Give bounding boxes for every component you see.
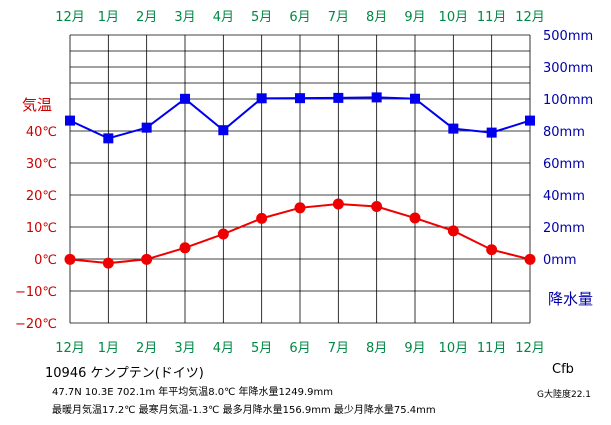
month-label-top: 6月 bbox=[289, 10, 310, 25]
precipitation-point bbox=[180, 93, 190, 104]
month-label-top: 10月 bbox=[439, 10, 469, 25]
temperature-point bbox=[447, 225, 459, 237]
month-label-top: 7月 bbox=[328, 10, 349, 25]
station-stats-line2: 最暖月気温17.2℃ 最寒月気温-1.3℃ 最多月降水量156.9mm 最少月降… bbox=[52, 405, 436, 416]
precipitation-tick: 0mm bbox=[543, 253, 577, 268]
temperature-tick: 10℃ bbox=[26, 221, 57, 236]
precipitation-tick: 20mm bbox=[543, 221, 585, 236]
precipitation-tick: 300mm bbox=[543, 61, 593, 76]
month-label-bottom: 9月 bbox=[404, 341, 425, 356]
precipitation-tick: 60mm bbox=[543, 157, 585, 172]
month-label-top: 1月 bbox=[98, 10, 119, 25]
month-label-top: 2月 bbox=[136, 10, 157, 25]
temperature-tick: −20℃ bbox=[15, 317, 57, 332]
month-label-bottom: 12月 bbox=[515, 341, 545, 356]
month-label-bottom: 12月 bbox=[55, 341, 85, 356]
precipitation-tick: 500mm bbox=[543, 29, 593, 44]
precipitation-point bbox=[295, 93, 305, 104]
temperature-point bbox=[524, 253, 536, 265]
month-label-top: 3月 bbox=[174, 10, 195, 25]
precipitation-point bbox=[141, 122, 152, 133]
month-label-top: 5月 bbox=[251, 10, 272, 25]
temperature-tick: 20℃ bbox=[26, 189, 57, 204]
top-month-labels: 12月 1月 2月 3月 4月 5月 6月 7月 8月 9月 10月 11月 12月 bbox=[55, 10, 545, 25]
precipitation-point bbox=[486, 127, 497, 138]
temperature-axis-ticks: 40℃ 30℃ 20℃ 10℃ 0℃ −10℃ −20℃ bbox=[15, 125, 57, 332]
temperature-point bbox=[217, 228, 229, 240]
climate-class: Cfb bbox=[552, 362, 574, 377]
bottom-month-labels: 12月 1月 2月 3月 4月 5月 6月 7月 8月 9月 10月 11月 12月 bbox=[55, 341, 545, 356]
month-label-top: 9月 bbox=[404, 10, 425, 25]
temperature-point bbox=[102, 257, 114, 269]
month-label-bottom: 6月 bbox=[289, 341, 310, 356]
continentality-index: G大陸度22.1 bbox=[537, 390, 592, 400]
chart-grid bbox=[69, 34, 531, 324]
precipitation-point bbox=[65, 115, 75, 126]
month-label-bottom: 2月 bbox=[136, 341, 157, 356]
precipitation-tick: 100mm bbox=[543, 93, 593, 108]
station-stats-line1: 47.7N 10.3E 702.1m 年平均気温8.0℃ 年降水量1249.9m… bbox=[52, 387, 334, 398]
series-layer bbox=[64, 92, 536, 269]
month-label-bottom: 3月 bbox=[174, 341, 195, 356]
precipitation-axis-ticks: 500mm 300mm 100mm 80mm 60mm 40mm 20mm 0mm bbox=[543, 29, 593, 268]
month-label-top: 4月 bbox=[213, 10, 234, 25]
precipitation-tick: 80mm bbox=[543, 125, 585, 140]
precipitation-point bbox=[410, 93, 420, 104]
precipitation-point bbox=[448, 123, 459, 134]
month-label-bottom: 11月 bbox=[477, 341, 507, 356]
precipitation-point bbox=[525, 115, 535, 126]
precipitation-point bbox=[333, 92, 344, 103]
precipitation-tick: 40mm bbox=[543, 189, 585, 204]
month-label-top: 8月 bbox=[366, 10, 387, 25]
temperature-point bbox=[294, 202, 306, 214]
temperature-tick: 40℃ bbox=[26, 125, 57, 140]
month-label-bottom: 10月 bbox=[439, 341, 469, 356]
temperature-point bbox=[409, 212, 421, 224]
temperature-tick: 30℃ bbox=[26, 157, 57, 172]
month-label-top: 11月 bbox=[477, 10, 507, 25]
temperature-tick: −10℃ bbox=[15, 285, 57, 300]
month-label-bottom: 8月 bbox=[366, 341, 387, 356]
temperature-point bbox=[371, 201, 383, 213]
station-name: 10946 ケンプテン(ドイツ) bbox=[45, 366, 204, 381]
month-label-bottom: 4月 bbox=[213, 341, 234, 356]
month-label-top: 12月 bbox=[515, 10, 545, 25]
month-label-bottom: 7月 bbox=[328, 341, 349, 356]
temperature-point bbox=[179, 242, 191, 254]
month-label-top: 12月 bbox=[55, 10, 85, 25]
temperature-point bbox=[256, 212, 268, 224]
temperature-point bbox=[332, 198, 344, 210]
temperature-point bbox=[141, 253, 153, 265]
temperature-tick: 0℃ bbox=[34, 253, 57, 268]
precipitation-point bbox=[371, 92, 382, 103]
temperature-axis-label: 気温 bbox=[22, 96, 52, 114]
month-label-bottom: 5月 bbox=[251, 341, 272, 356]
precipitation-axis-label: 降水量 bbox=[548, 290, 593, 308]
precipitation-point bbox=[218, 125, 229, 136]
precipitation-point bbox=[103, 133, 114, 144]
temperature-point bbox=[64, 253, 76, 265]
precipitation-point bbox=[256, 93, 267, 104]
temperature-point bbox=[486, 244, 498, 256]
month-label-bottom: 1月 bbox=[98, 341, 119, 356]
